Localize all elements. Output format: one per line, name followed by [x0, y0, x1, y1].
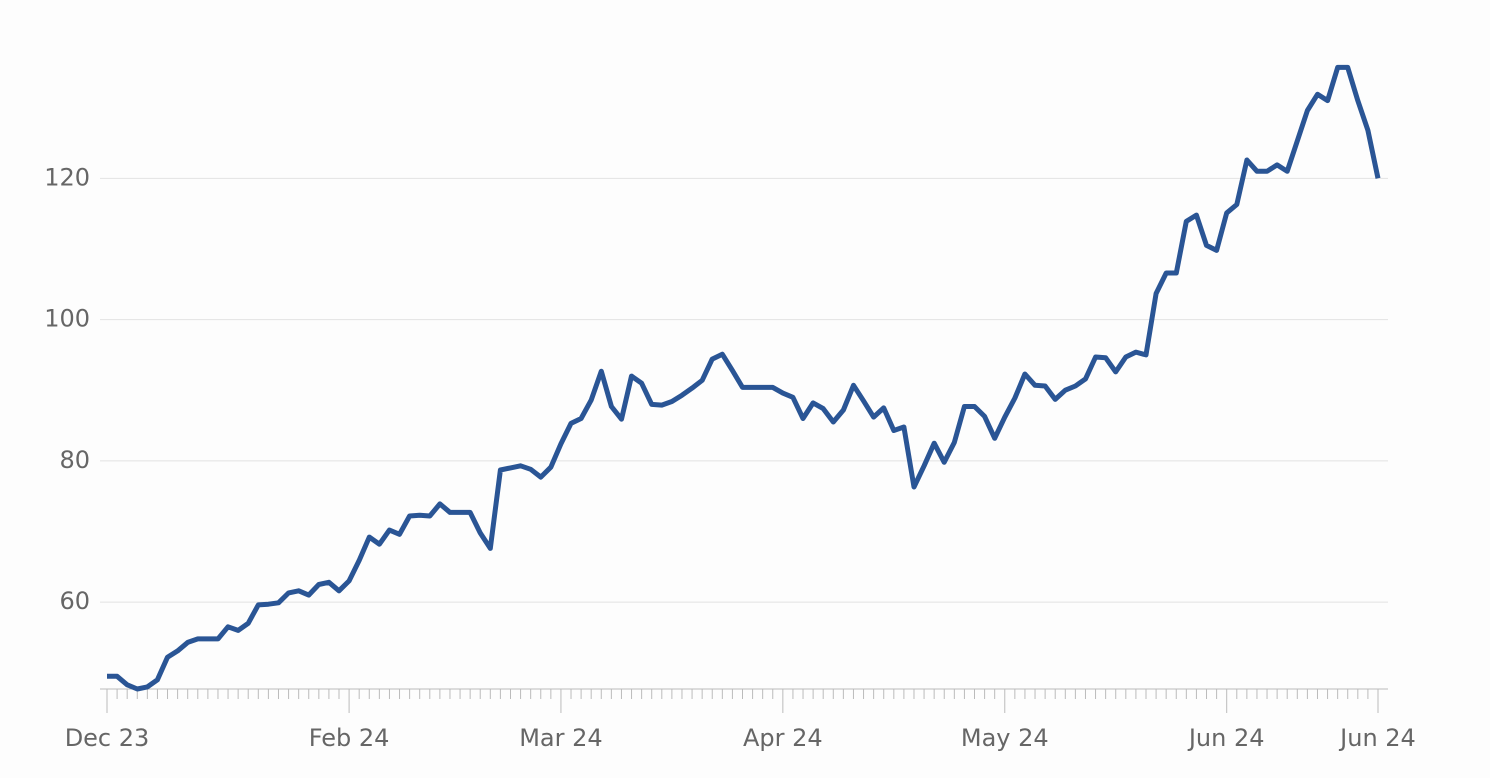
- y-tick-label: 120: [44, 163, 90, 191]
- y-tick-label: 80: [59, 446, 90, 474]
- y-tick-label: 60: [59, 587, 90, 615]
- data-line: [107, 64, 1381, 692]
- x-tick-label: Mar 24: [519, 724, 602, 752]
- y-tick-label: 100: [44, 305, 90, 333]
- x-tick-label: May 24: [961, 724, 1049, 752]
- x-tick-label: Apr 24: [743, 724, 823, 752]
- x-tick-label: Jun 24: [1187, 724, 1265, 752]
- x-tick-label: Jun 24: [1338, 724, 1416, 752]
- x-tick-label: Feb 24: [309, 724, 390, 752]
- x-tick-label: Dec 23: [65, 724, 150, 752]
